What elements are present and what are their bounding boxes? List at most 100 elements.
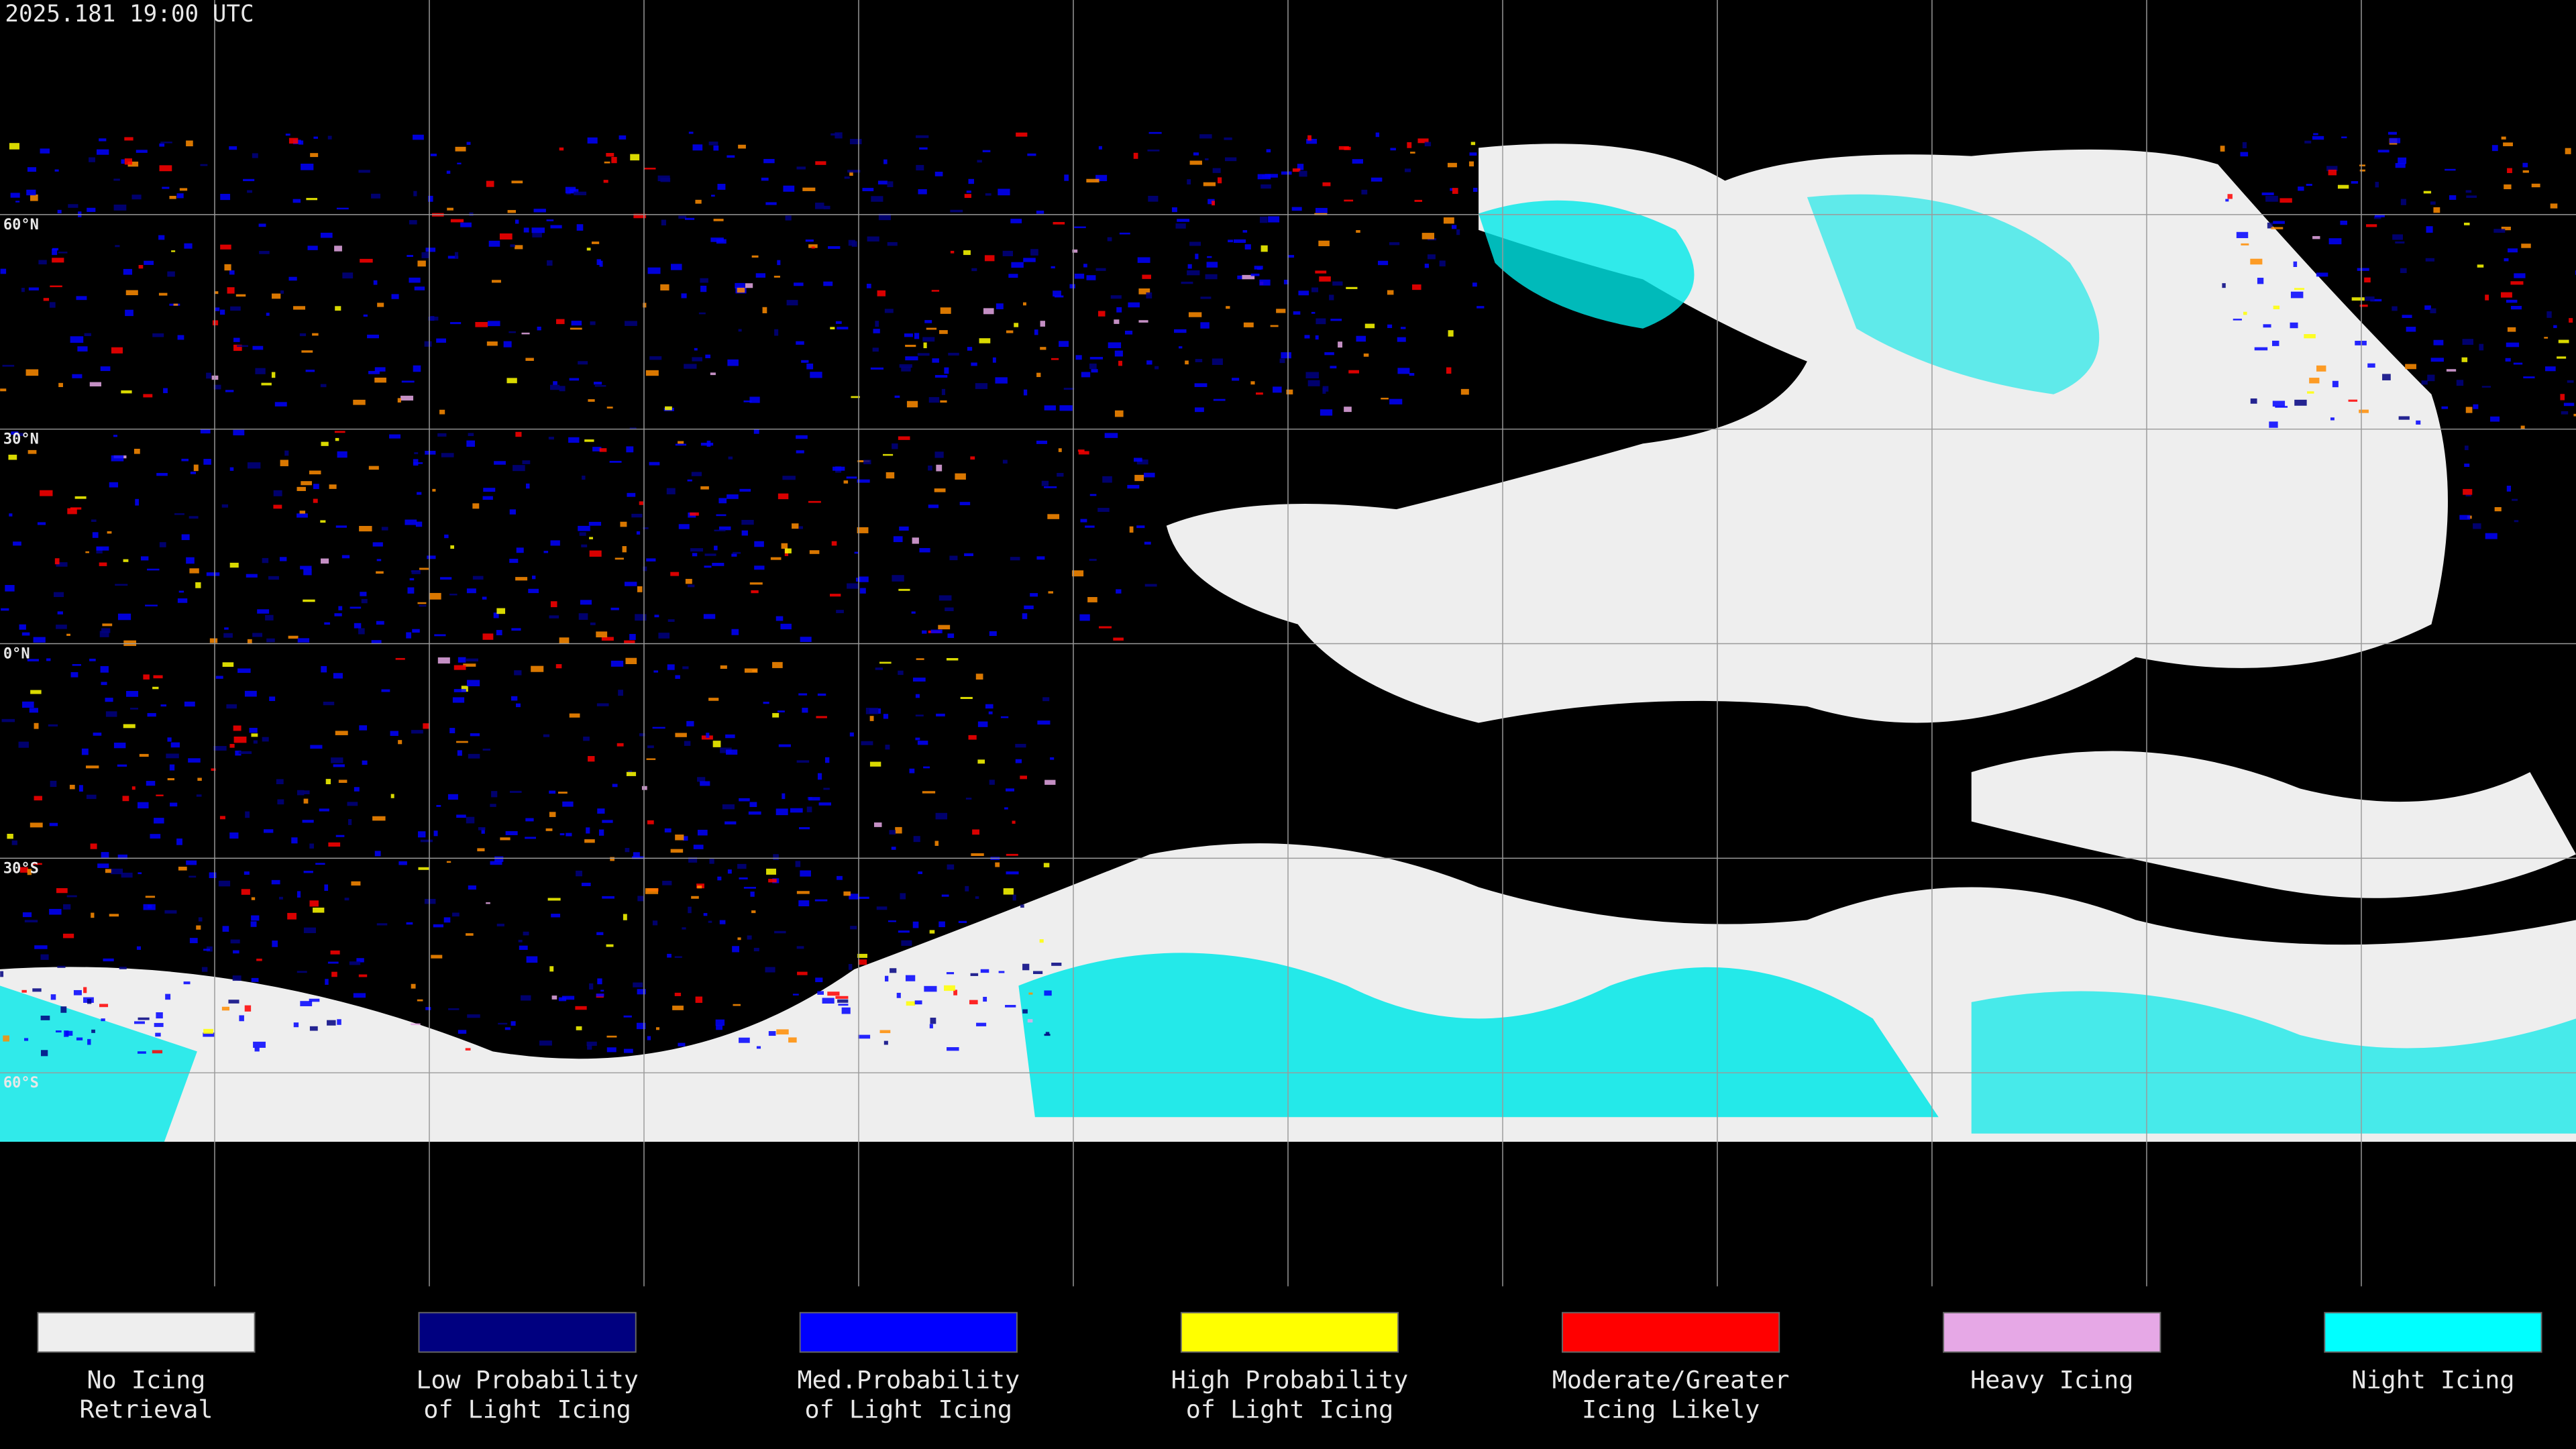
speckle: [871, 196, 883, 202]
speckle: [1447, 162, 1457, 168]
speckle: [808, 797, 820, 801]
speckle: [509, 558, 519, 564]
speckle: [358, 628, 365, 635]
speckle: [511, 628, 521, 631]
speckle: [944, 367, 949, 374]
speckle: [2561, 411, 2569, 415]
speckle: [87, 207, 96, 212]
latitude-label: 60°S: [3, 1075, 39, 1091]
speckle: [596, 994, 604, 997]
speckle: [8, 454, 17, 460]
speckle: [625, 847, 630, 853]
speckle: [885, 472, 895, 479]
speckle: [337, 451, 347, 458]
speckle: [587, 1044, 592, 1050]
speckle: [147, 568, 160, 571]
speckle: [1107, 237, 1112, 241]
speckle: [56, 888, 68, 894]
speckle: [575, 1006, 587, 1010]
legend-label: Retrieval: [79, 1395, 213, 1424]
speckle: [349, 961, 361, 965]
speckle: [1410, 152, 1415, 154]
speckle: [728, 456, 733, 460]
speckle: [849, 171, 853, 176]
speckle: [34, 722, 39, 729]
speckle: [557, 792, 568, 794]
speckle: [2359, 409, 2369, 413]
speckle: [2461, 357, 2468, 362]
speckle: [2405, 364, 2416, 370]
speckle: [672, 1006, 684, 1010]
speckle: [1212, 358, 1223, 366]
speckle: [72, 663, 81, 666]
speckle: [924, 320, 932, 323]
speckle: [2504, 184, 2512, 190]
speckle: [89, 382, 101, 387]
speckle: [99, 138, 107, 142]
speckle: [772, 712, 780, 718]
speckle: [440, 577, 452, 580]
legend-swatch: [2324, 1311, 2542, 1353]
speckle: [649, 356, 662, 360]
speckle: [218, 880, 231, 887]
speckle: [688, 131, 694, 134]
speckle: [1036, 372, 1041, 378]
speckle: [2402, 315, 2412, 319]
speckle: [795, 861, 801, 867]
speckle: [877, 290, 886, 297]
speckle: [1175, 223, 1186, 229]
speckle: [361, 598, 368, 604]
speckle: [815, 161, 826, 165]
speckle: [135, 498, 140, 506]
speckle: [1010, 557, 1020, 561]
speckle: [690, 548, 704, 552]
speckle: [2423, 191, 2432, 194]
speckle: [233, 950, 239, 954]
speckle: [336, 207, 349, 210]
speckle: [1053, 221, 1065, 225]
speckle: [143, 904, 156, 910]
speckle: [1178, 346, 1183, 349]
speckle: [2573, 413, 2576, 417]
speckle: [716, 239, 727, 244]
speckle: [2375, 215, 2385, 217]
speckle: [2506, 486, 2512, 492]
speckle: [970, 456, 975, 460]
speckle: [890, 968, 897, 973]
speckle: [2481, 386, 2491, 388]
speckle: [519, 945, 528, 950]
speckle: [2513, 362, 2523, 365]
speckle: [637, 586, 643, 592]
speckle: [436, 804, 441, 807]
speckle: [581, 882, 591, 886]
speckle: [1268, 216, 1280, 223]
speckle: [22, 701, 34, 708]
speckle: [798, 900, 810, 906]
speckle: [869, 716, 874, 721]
speckle: [252, 345, 264, 350]
speckle: [675, 733, 687, 737]
speckle: [99, 1004, 109, 1008]
speckle: [695, 199, 702, 204]
speckle: [2330, 417, 2334, 421]
speckle: [1315, 270, 1327, 274]
legend-swatch: [37, 1311, 256, 1353]
speckle: [928, 466, 932, 471]
speckle: [119, 967, 127, 969]
speckle: [665, 406, 672, 411]
speckle: [2507, 168, 2512, 173]
speckle: [297, 891, 301, 898]
speckle: [376, 559, 382, 561]
speckle: [2521, 244, 2531, 248]
speckle: [941, 894, 949, 897]
speckle: [741, 519, 754, 525]
speckle: [1098, 626, 1112, 629]
speckle: [1014, 323, 1019, 327]
speckle: [145, 896, 156, 898]
speckle: [493, 612, 499, 619]
speckle: [878, 213, 892, 221]
speckle: [584, 439, 594, 442]
speckle: [103, 958, 114, 962]
speckle: [837, 875, 843, 880]
speckle: [482, 496, 493, 500]
